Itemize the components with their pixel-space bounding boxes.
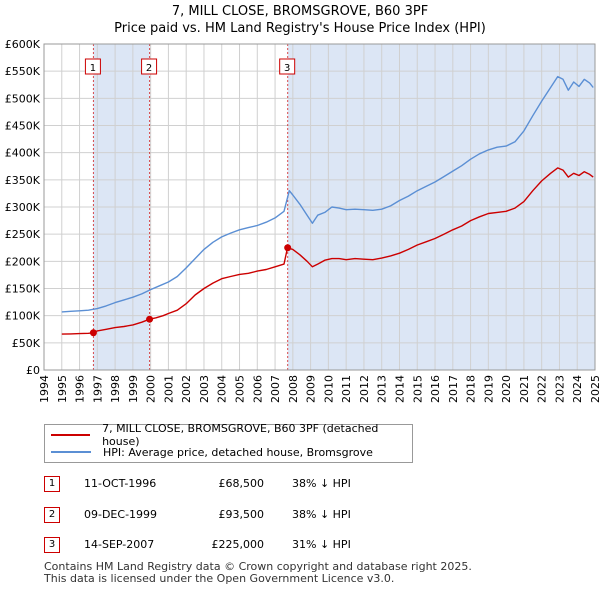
- x-tick-label: 2003: [198, 375, 211, 403]
- chart-title: 7, MILL CLOSE, BROMSGROVE, B60 3PF: [171, 4, 429, 19]
- transaction-hpi-diff: 31% ↓ HPI: [292, 538, 351, 551]
- footer: Contains HM Land Registry data © Crown c…: [44, 561, 472, 585]
- x-tick-label: 2001: [162, 375, 175, 403]
- y-tick-label: £450K: [5, 120, 41, 133]
- transaction-date: 09-DEC-1999: [84, 508, 158, 521]
- x-tick-label: 2014: [393, 375, 406, 403]
- transaction-marker: 1: [44, 476, 60, 492]
- x-tick-label: 1996: [74, 375, 87, 403]
- transaction-hpi-diff: 38% ↓ HPI: [292, 477, 351, 490]
- transaction-label-box: [141, 58, 158, 75]
- x-tick-label: 2000: [145, 375, 158, 403]
- x-tick-label: 1998: [109, 375, 122, 403]
- legend: 7, MILL CLOSE, BROMSGROVE, B60 3PF (deta…: [44, 422, 413, 463]
- transaction-price: £93,500: [218, 508, 265, 521]
- transaction-label-box: [279, 58, 296, 75]
- transaction-date: 11-OCT-1996: [84, 477, 157, 490]
- x-tick-label: 2005: [234, 375, 247, 403]
- x-tick-label: 2009: [305, 375, 318, 403]
- x-tick-label: 1994: [38, 375, 51, 403]
- legend-label-hpi: HPI: Average price, detached house, Brom…: [103, 445, 373, 459]
- y-tick-label: £550K: [5, 65, 41, 78]
- transaction-price: £68,500: [218, 477, 265, 490]
- transaction-label-number: 3: [284, 63, 290, 74]
- x-tick-label: 1999: [127, 375, 140, 403]
- legend-label-property: 7, MILL CLOSE, BROMSGROVE, B60 3PF (deta…: [102, 422, 379, 448]
- x-tick-label: 2016: [429, 375, 442, 403]
- x-tick-label: 2010: [322, 375, 335, 403]
- x-tick-label: 2008: [287, 375, 300, 403]
- sale-point: [284, 244, 292, 252]
- legend-item-property: 7, MILL CLOSE, BROMSGROVE, B60 3PF (deta…: [51, 422, 412, 448]
- x-tick-label: 2023: [553, 375, 566, 403]
- legend-line-hpi: [51, 451, 91, 453]
- transaction-label-number: 2: [146, 63, 152, 74]
- legend-line-property: [51, 434, 91, 436]
- x-tick-label: 2011: [340, 375, 353, 403]
- transaction-date: 14-SEP-2007: [84, 538, 155, 551]
- x-tick-label: 2025: [589, 375, 600, 403]
- series-line: [61, 75, 594, 313]
- transaction-price: £225,000: [211, 538, 265, 551]
- y-tick-label: £50K: [12, 337, 41, 350]
- y-tick-label: £200K: [5, 255, 41, 268]
- sale-point: [146, 315, 154, 323]
- price-chart: £0 £50K £100K £150K £200K £250K £300K £350K £400…: [5, 38, 600, 403]
- x-tick-label: 2020: [500, 375, 513, 403]
- x-tick-label: 2022: [536, 375, 549, 403]
- x-tick-label: 1997: [91, 375, 104, 403]
- x-tick-label: 2021: [518, 375, 531, 403]
- footer-copyright: Contains HM Land Registry data © Crown c…: [44, 560, 472, 573]
- x-tick-label: 2024: [571, 375, 584, 403]
- y-tick-label: £0: [26, 364, 40, 377]
- y-tick-label: £400K: [5, 147, 41, 160]
- footer-license: This data is licensed under the Open Gov…: [44, 572, 395, 585]
- x-tick-label: 2017: [447, 375, 460, 403]
- transaction-label-number: 1: [90, 63, 96, 74]
- y-tick-label: £300K: [5, 201, 41, 214]
- y-tick-label: £600K: [5, 38, 41, 51]
- y-tick-label: £350K: [5, 174, 41, 187]
- sale-point: [89, 329, 97, 337]
- x-tick-label: 2002: [180, 375, 193, 403]
- y-tick-label: £100K: [5, 310, 41, 323]
- transaction-marker: 3: [44, 537, 60, 553]
- transaction-marker: 2: [44, 507, 60, 523]
- legend-item-hpi: HPI: Average price, detached house, Brom…: [51, 444, 373, 460]
- x-tick-label: 2013: [376, 375, 389, 403]
- x-tick-label: 2004: [216, 375, 229, 403]
- x-tick-label: 2012: [358, 375, 371, 403]
- x-tick-label: 2018: [465, 375, 478, 403]
- transaction-hpi-diff: 38% ↓ HPI: [292, 508, 351, 521]
- x-tick-label: 2007: [269, 375, 282, 403]
- x-tick-label: 2006: [251, 375, 264, 403]
- x-tick-label: 1995: [56, 375, 69, 403]
- x-tick-label: 2019: [482, 375, 495, 403]
- y-tick-label: £250K: [5, 228, 41, 241]
- y-tick-label: £150K: [5, 283, 41, 296]
- transaction-label-box: [84, 58, 101, 75]
- y-tick-label: £500K: [5, 92, 41, 105]
- chart-subtitle: Price paid vs. HM Land Registry's House …: [114, 21, 486, 36]
- x-tick-label: 2015: [411, 375, 424, 403]
- plot-border: [43, 43, 596, 371]
